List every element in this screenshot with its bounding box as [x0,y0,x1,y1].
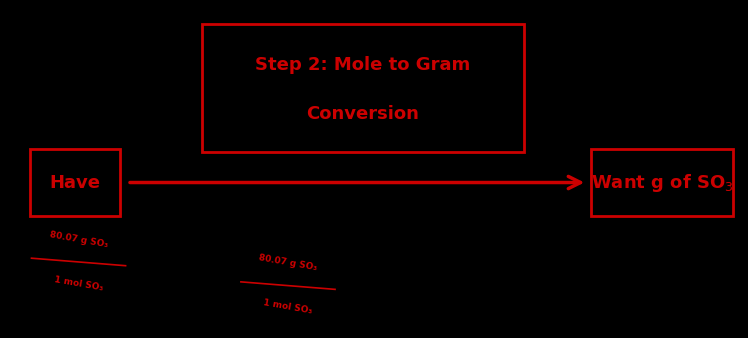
Text: Step 2: Mole to Gram: Step 2: Mole to Gram [255,56,470,74]
Text: 1 mol SO₃: 1 mol SO₃ [53,275,104,292]
Bar [202,24,524,152]
Text: Conversion: Conversion [307,104,419,123]
Text: Have: Have [49,173,100,192]
Bar [591,149,733,216]
Text: 80.07 g SO₃: 80.07 g SO₃ [49,230,108,249]
Text: 80.07 g SO₃: 80.07 g SO₃ [258,254,318,273]
Bar [30,149,120,216]
Text: Want g of SO$_3$: Want g of SO$_3$ [591,171,733,194]
Text: 1 mol SO₃: 1 mol SO₃ [263,298,313,316]
